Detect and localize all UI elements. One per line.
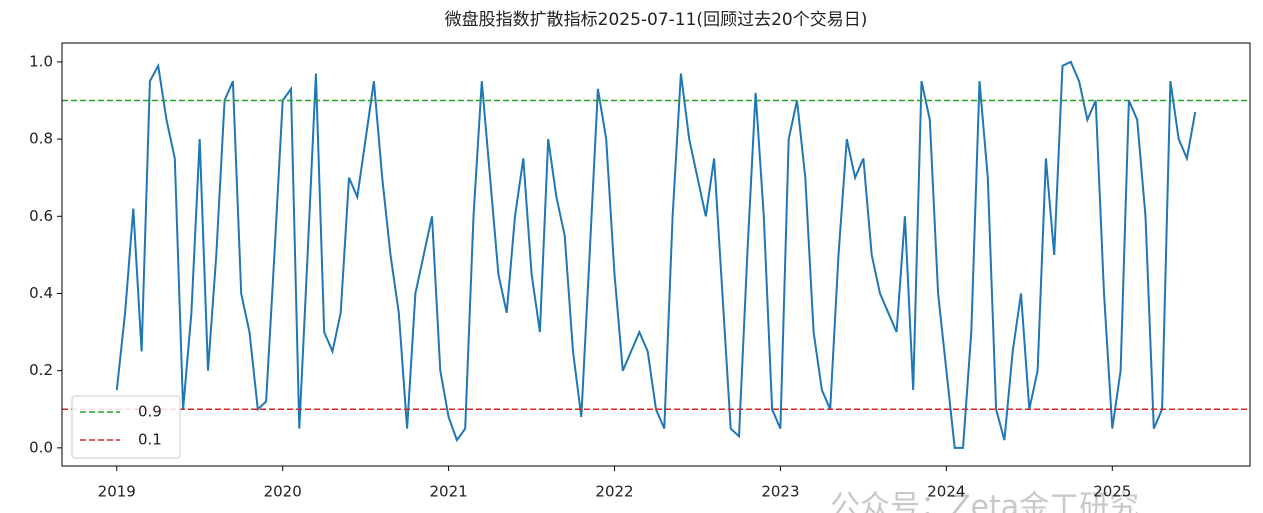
x-tick-label: 2020: [264, 483, 302, 501]
x-tick-label: 2021: [430, 483, 468, 501]
y-tick-label: 0.2: [29, 361, 53, 379]
legend-label: 0.9: [138, 403, 162, 421]
x-tick-label: 2019: [98, 483, 136, 501]
data-line: [115, 60, 1197, 449]
y-tick-label: 1.0: [29, 52, 53, 70]
y-tick-label: 0.6: [29, 207, 53, 225]
y-tick-label: 0.4: [29, 284, 53, 302]
y-tick-label: 0.0: [29, 438, 53, 456]
x-tick-label: 2023: [761, 483, 799, 501]
x-tick-label: 2022: [595, 483, 633, 501]
x-tick-label: 2025: [1093, 483, 1131, 501]
legend-box: [71, 395, 181, 459]
legend-label: 0.1: [138, 431, 162, 449]
y-tick-label: 0.8: [29, 130, 53, 148]
chart-title: 微盘股指数扩散指标2025-07-11(回顾过去20个交易日): [445, 10, 868, 30]
x-tick-label: 2024: [927, 483, 965, 501]
watermark: 公众号：Zeta金工研究: [830, 490, 1139, 513]
plot-frame: [61, 42, 1251, 467]
